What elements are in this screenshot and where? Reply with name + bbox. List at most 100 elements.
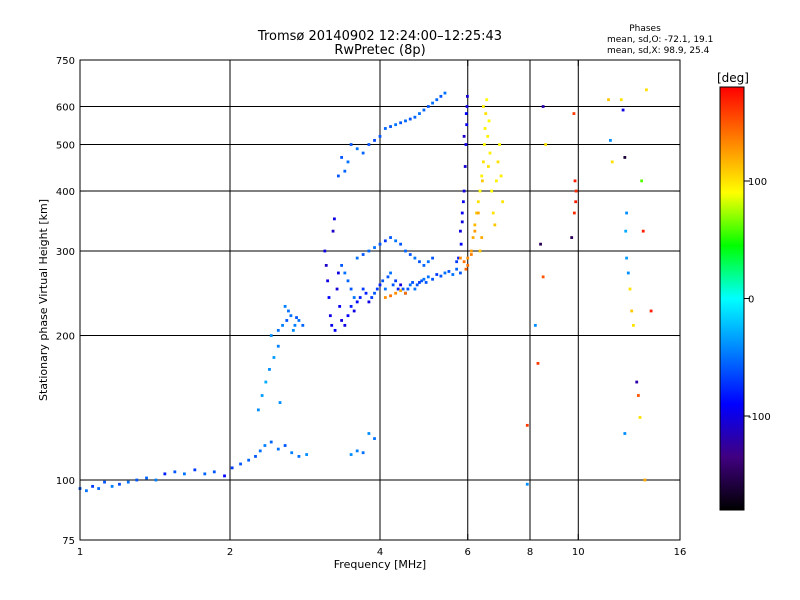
data-point — [411, 281, 414, 284]
data-point — [361, 287, 365, 291]
data-point — [480, 179, 484, 183]
y-tick-label: 300 — [56, 247, 75, 258]
data-point — [212, 470, 216, 474]
colorbar-tick-label: 100 — [748, 177, 767, 188]
y-axis-label: Stationary phase Virtual Height [km] — [37, 199, 50, 401]
y-tick-label: 750 — [56, 56, 75, 67]
data-point — [346, 160, 350, 164]
data-point — [623, 156, 627, 159]
data-point — [635, 380, 639, 384]
data-point — [408, 283, 412, 287]
data-point — [463, 165, 467, 168]
colorbar: [deg] 100 0 -100 — [717, 71, 771, 511]
data-point — [399, 121, 403, 125]
data-point — [415, 283, 419, 287]
data-point — [375, 287, 379, 291]
data-point — [574, 189, 578, 193]
data-point — [459, 271, 462, 275]
plot-area: 1 2 4 6 8 10 16 75 100 200 300 400 500 600 750 — [56, 56, 686, 558]
data-point — [413, 256, 417, 260]
data-point — [455, 267, 459, 271]
data-point — [323, 249, 327, 253]
data-point — [643, 478, 647, 482]
data-point — [331, 229, 335, 233]
data-point — [97, 487, 101, 490]
data-point — [346, 279, 350, 283]
data-point — [293, 323, 297, 327]
data-point — [413, 115, 417, 119]
data-point — [389, 236, 392, 239]
data-point — [223, 474, 226, 478]
data-point — [373, 291, 376, 295]
data-point — [383, 239, 387, 243]
data-point — [541, 105, 545, 108]
data-point — [340, 156, 344, 159]
colorbar-tick-label: -100 — [748, 412, 771, 423]
data-point — [301, 323, 305, 327]
data-point — [422, 277, 426, 281]
data-point — [623, 432, 627, 435]
data-point — [572, 112, 576, 115]
data-point — [424, 281, 428, 284]
colorbar-gradient — [720, 87, 744, 510]
data-point — [355, 256, 359, 260]
data-point — [373, 246, 376, 249]
data-point — [361, 451, 365, 455]
data-point — [182, 472, 186, 476]
data-point — [295, 316, 298, 319]
data-point — [486, 134, 490, 138]
data-point — [483, 127, 487, 130]
data-point — [346, 314, 350, 318]
data-point — [203, 472, 207, 476]
data-point — [239, 462, 242, 466]
data-point — [276, 447, 280, 451]
phase-o-line: mean, sd,O: -72.1, 19.1 — [607, 35, 713, 45]
data-point — [491, 211, 495, 215]
data-point — [367, 300, 371, 304]
data-point — [498, 143, 501, 146]
data-point — [481, 105, 485, 108]
data-point — [340, 263, 344, 267]
data-point — [394, 291, 398, 295]
data-point — [247, 458, 251, 462]
data-point — [574, 200, 578, 204]
data-point — [408, 117, 412, 121]
data-point — [268, 368, 271, 371]
data-point — [439, 274, 443, 278]
data-point — [451, 273, 455, 276]
data-point — [621, 108, 625, 112]
data-point — [333, 328, 337, 332]
data-point — [297, 455, 301, 458]
data-point — [480, 174, 484, 178]
data-point — [290, 451, 294, 455]
data-point — [264, 380, 268, 384]
x-tick-label: 6 — [465, 547, 471, 558]
data-point — [488, 151, 492, 155]
data-point — [328, 314, 332, 318]
data-point — [466, 263, 470, 267]
data-point — [352, 309, 356, 313]
data-point — [349, 287, 353, 291]
data-point — [370, 296, 374, 299]
data-point — [269, 440, 273, 444]
data-point — [460, 211, 464, 215]
x-tick-label: 1 — [77, 547, 83, 558]
data-point — [383, 127, 387, 130]
title-block: Tromsø 20140902 12:24:00–12:25:43 RwPret… — [257, 29, 502, 58]
data-point — [418, 281, 421, 284]
data-point — [305, 453, 309, 456]
data-point — [408, 253, 412, 256]
data-point — [459, 229, 462, 233]
data-point — [473, 229, 477, 233]
data-point — [465, 123, 469, 127]
data-point — [640, 179, 644, 183]
data-point — [443, 271, 447, 275]
data-point — [343, 323, 347, 327]
data-point — [391, 283, 395, 287]
colorbar-tick-label: 0 — [748, 295, 754, 306]
data-point — [399, 289, 403, 293]
data-point — [349, 453, 353, 456]
data-point — [636, 394, 640, 397]
data-point — [278, 401, 282, 404]
